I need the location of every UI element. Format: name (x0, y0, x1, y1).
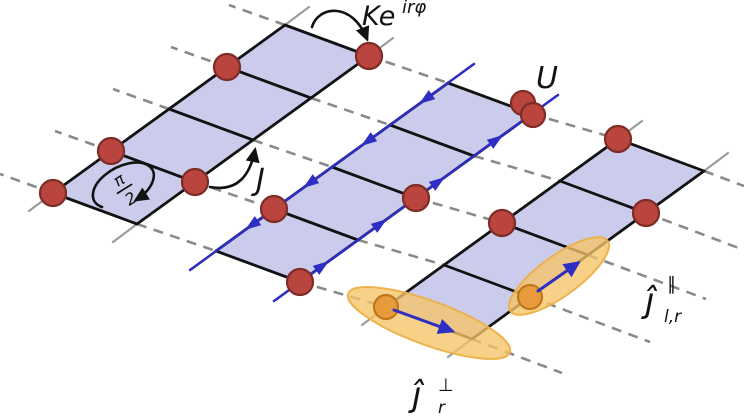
row-dashed-line (112, 87, 707, 301)
current-arrowheads-downleft (245, 90, 436, 230)
leg-current-label-sub: l,r (664, 307, 682, 327)
rung-current-label-sup: ⊥ (438, 375, 454, 396)
site (285, 267, 315, 297)
fraction-bar (116, 183, 133, 195)
highlighted-site (516, 283, 544, 311)
rung-line (283, 23, 371, 58)
current-arrowheads-upright (312, 135, 503, 275)
rung-current-arrow (392, 308, 456, 334)
rung-line (330, 165, 418, 200)
coupling-label-base: Ke (362, 1, 395, 32)
site (603, 124, 633, 154)
rung-line (388, 123, 476, 158)
lattice-sites (38, 41, 661, 297)
site (631, 198, 661, 228)
site (487, 208, 517, 238)
site (259, 194, 289, 224)
leg-current-arrow (536, 261, 581, 293)
rung-line (167, 107, 255, 142)
flux-loop-arrow (91, 161, 156, 209)
coupling-label-sup: irφ (402, 0, 426, 18)
rung-line (225, 65, 313, 100)
row-dashed-line (228, 3, 744, 188)
site (38, 178, 68, 208)
site (354, 41, 384, 71)
double-occupied-site (509, 89, 547, 129)
rung-line (616, 137, 706, 173)
ladder-left-lines (51, 23, 371, 226)
leg-current-label-sup: ∥ (667, 274, 676, 295)
rung-line (272, 207, 360, 242)
rung-line (558, 179, 648, 215)
site (401, 183, 431, 213)
rung-line (109, 149, 197, 184)
interaction-label: U (536, 61, 558, 96)
rung-line (214, 249, 302, 284)
current-operator-highlights (346, 236, 610, 360)
site (212, 52, 242, 82)
site (96, 136, 126, 166)
leg-hopping-arrow (208, 146, 260, 190)
inter-ladder-hopping-arrow (310, 9, 370, 42)
rung-current-label-base: ĵ (408, 375, 425, 415)
rung-current-label-sub: r (438, 398, 446, 418)
site (180, 167, 210, 197)
leg-current-label-base: ĵ (641, 281, 658, 321)
rung-line (51, 191, 139, 226)
hopping-label: J (251, 163, 265, 198)
highlighted-site (372, 293, 400, 321)
